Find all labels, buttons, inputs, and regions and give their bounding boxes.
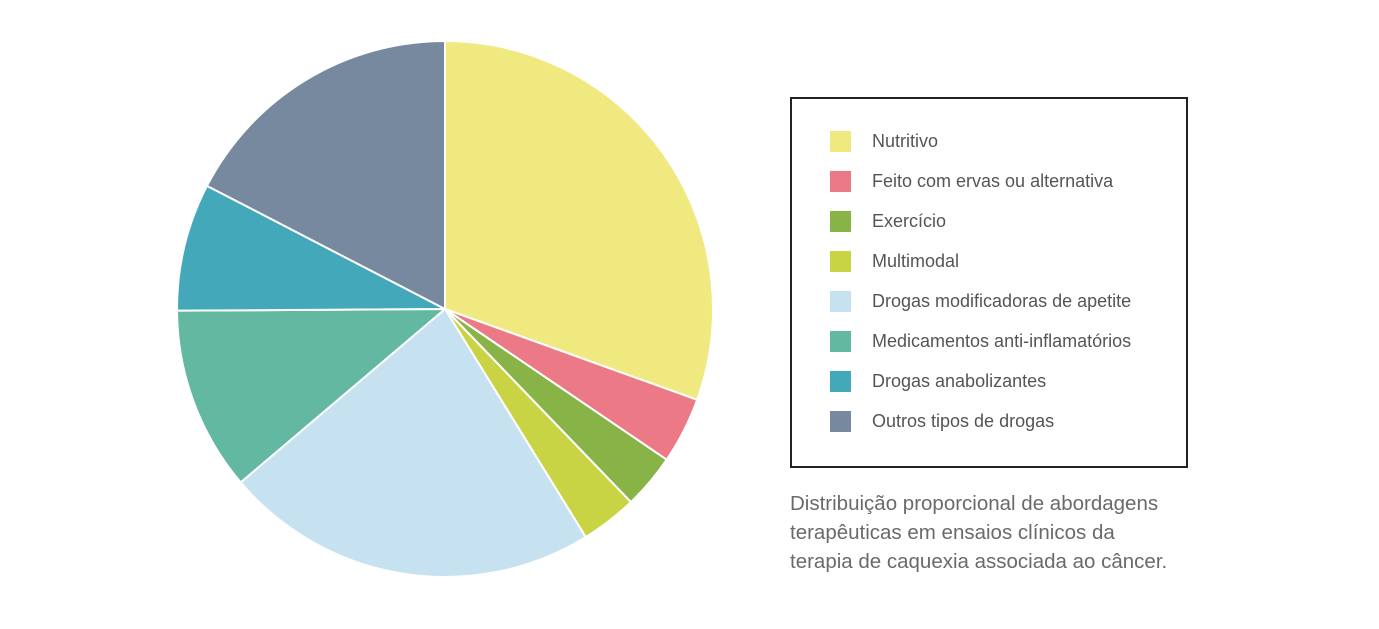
legend-swatch <box>830 290 851 312</box>
legend-swatch <box>830 410 851 432</box>
caption-line: terapêuticas em ensaios clínicos da <box>790 521 1115 544</box>
legend-label: Medicamentos anti-inflamatórios <box>872 330 1132 351</box>
legend-label: Exercício <box>872 210 947 231</box>
legend-label: Drogas anabolizantes <box>872 370 1047 391</box>
legend-item-ervas: Feito com ervas ou alternativa <box>830 170 1113 192</box>
legend-label: Feito com ervas ou alternativa <box>872 170 1114 191</box>
legend-item-nutritivo: Nutritivo <box>830 130 938 152</box>
legend-item-outros: Outros tipos de drogas <box>830 410 1054 432</box>
caption-line: terapia de caquexia associada ao câncer. <box>790 550 1168 573</box>
legend: Nutritivo Feito com ervas ou alternativa… <box>790 97 1188 468</box>
legend-swatch <box>830 330 851 352</box>
legend-swatch <box>830 210 851 232</box>
legend-label: Multimodal <box>872 250 960 271</box>
legend-swatch <box>830 250 851 272</box>
legend-swatch <box>830 170 851 192</box>
legend-swatch <box>830 370 851 392</box>
legend-item-anti-inflamatorios: Medicamentos anti-inflamatórios <box>830 330 1131 352</box>
legend-label: Outros tipos de drogas <box>872 410 1055 431</box>
legend-item-anabolizantes: Drogas anabolizantes <box>830 370 1046 392</box>
chart-caption: Distribuição proporcional de abordagens … <box>790 489 1220 576</box>
legend-item-apetite: Drogas modificadoras de apetite <box>830 290 1131 312</box>
legend-item-multimodal: Multimodal <box>830 250 959 272</box>
pie-slice-7 <box>176 184 446 312</box>
pie-slice-5 <box>239 308 587 578</box>
pie-slice-1 <box>444 40 714 401</box>
caption-line: Distribuição proporcional de abordagens <box>790 492 1159 515</box>
legend-label: Drogas modificadoras de apetite <box>872 290 1132 311</box>
legend-item-exercicio: Exercício <box>830 210 946 232</box>
pie-slice-6 <box>176 308 446 484</box>
pie-slice-8 <box>205 40 446 310</box>
legend-swatch <box>830 130 851 152</box>
legend-label: Nutritivo <box>872 130 939 151</box>
